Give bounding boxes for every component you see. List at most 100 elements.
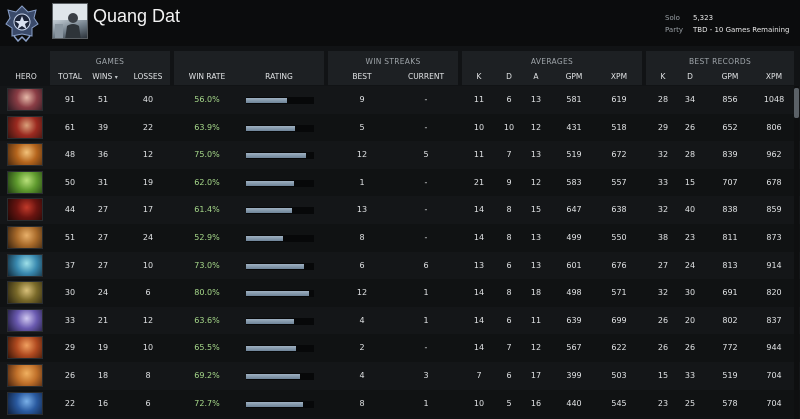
col-avg-a[interactable]: A bbox=[533, 72, 539, 81]
cell-losses: 6 bbox=[145, 398, 151, 408]
hero-portrait-icon[interactable] bbox=[7, 115, 43, 139]
hero-stats-table: 91 51 40 56.0% 9-11 6 13 581 619 28 34 856 1048 61 39 2… bbox=[0, 86, 800, 418]
cell-best: 8 bbox=[359, 398, 365, 408]
cell-win-rate: 65.5% bbox=[194, 343, 220, 353]
cell-xpm: 619 bbox=[611, 95, 627, 104]
cell-bgpm: 772 bbox=[722, 343, 738, 353]
cell-losses: 17 bbox=[142, 205, 154, 215]
cell-bk: 26 bbox=[657, 315, 669, 325]
cell-gpm: 499 bbox=[566, 232, 582, 242]
cell-bxpm: 859 bbox=[766, 205, 782, 215]
table-row[interactable]: 48 36 12 75.0% 12 5 11 7 13 519 672 32 28 839 962 bbox=[0, 141, 800, 169]
col-avg-gpm[interactable]: GPM bbox=[565, 72, 583, 81]
table-row[interactable]: 33 21 12 63.6% 4 1 14 6 11 639 699 26 20 802 837 bbox=[0, 306, 800, 335]
table-row[interactable]: 50 31 19 62.0% 1 - 21 9 12 583 557 33 15 707 678 bbox=[0, 168, 800, 197]
col-hero[interactable]: HERO bbox=[15, 72, 37, 81]
cell-total: 37 bbox=[64, 260, 76, 270]
cell-total: 50 bbox=[64, 177, 76, 187]
cell-bgpm: 652 bbox=[722, 122, 738, 132]
cell-gpm: 639 bbox=[566, 315, 582, 325]
col-streak-current[interactable]: CURRENT bbox=[407, 72, 445, 81]
hero-portrait-icon[interactable] bbox=[7, 143, 43, 167]
table-row[interactable]: 91 51 40 56.0% 9 - 11 6 13 581 619 28 34 856 1048 bbox=[0, 86, 800, 114]
solo-rating: 5,323 bbox=[693, 14, 714, 22]
cell-win-rate: 56.0% bbox=[194, 95, 220, 104]
cell-total: 51 bbox=[64, 232, 76, 242]
table-row[interactable]: 22 16 6 72.7% 8 1 10 5 16 440 545 23 25 578 704 bbox=[0, 389, 800, 418]
table-row[interactable]: 29 19 10 65.5% 2 - 14 7 12 567 622 26 26 772 944 bbox=[0, 334, 800, 362]
table-row[interactable]: 37 27 10 73.0% 6 6 13 6 13 601 676 27 24 813 914 bbox=[0, 251, 800, 280]
cell-d: 8 bbox=[506, 288, 512, 298]
col-avg-d[interactable]: D bbox=[506, 72, 512, 81]
hero-portrait-icon[interactable] bbox=[7, 253, 43, 277]
cell-k: 10 bbox=[473, 122, 485, 132]
table-row[interactable]: 30 24 6 80.0% 12 1 14 8 18 498 571 32 30 691 820 bbox=[0, 279, 800, 307]
cell-win-rate: 80.0% bbox=[194, 288, 220, 298]
hero-portrait-icon[interactable] bbox=[7, 198, 43, 222]
cell-k: 7 bbox=[476, 370, 482, 380]
col-win-rate[interactable]: WIN RATE bbox=[188, 72, 226, 81]
cell-win-rate: 61.4% bbox=[194, 205, 220, 215]
cell-gpm: 567 bbox=[566, 343, 582, 353]
rating-bar bbox=[246, 179, 314, 187]
col-avg-xpm[interactable]: XPM bbox=[610, 72, 628, 81]
col-avg-k[interactable]: K bbox=[476, 72, 482, 81]
player-avatar[interactable] bbox=[52, 3, 88, 39]
cell-win-rate: 63.6% bbox=[194, 315, 220, 325]
table-row[interactable]: 61 39 22 63.9% 5 - 10 10 12 431 518 29 26 652 806 bbox=[0, 113, 800, 142]
scrollbar-thumb[interactable] bbox=[794, 88, 799, 118]
cell-current: - bbox=[424, 343, 428, 353]
col-best-xpm[interactable]: XPM bbox=[765, 72, 783, 81]
hero-portrait-icon[interactable] bbox=[7, 281, 43, 305]
hero-portrait-icon[interactable] bbox=[7, 88, 43, 111]
cell-bk: 27 bbox=[657, 260, 669, 270]
table-row[interactable]: 51 27 24 52.9% 8 - 14 8 13 499 550 38 23 811 873 bbox=[0, 223, 800, 252]
cell-best: 12 bbox=[356, 150, 368, 160]
profile-header: Quang Dat Solo Party 5,323 TBD - 10 Game… bbox=[0, 0, 800, 46]
col-best-d[interactable]: D bbox=[687, 72, 693, 81]
hero-portrait-icon[interactable] bbox=[7, 225, 43, 249]
cell-k: 14 bbox=[473, 232, 485, 242]
rank-medal-icon bbox=[5, 5, 39, 42]
hero-portrait-icon[interactable] bbox=[7, 308, 43, 332]
rating-bar-fill bbox=[246, 318, 294, 324]
cell-bd: 15 bbox=[684, 177, 696, 187]
cell-k: 14 bbox=[473, 288, 485, 298]
col-wins-label: WINS bbox=[92, 72, 113, 81]
cell-a: 12 bbox=[530, 122, 542, 132]
cell-d: 7 bbox=[506, 343, 512, 353]
cell-win-rate: 75.0% bbox=[194, 150, 220, 160]
cell-bk: 32 bbox=[657, 205, 669, 215]
cell-current: 1 bbox=[423, 398, 429, 408]
col-best-gpm[interactable]: GPM bbox=[721, 72, 739, 81]
col-rating[interactable]: RATING bbox=[265, 72, 293, 81]
rating-bar-fill bbox=[246, 98, 287, 103]
col-total[interactable]: TOTAL bbox=[58, 72, 82, 81]
cell-wins: 27 bbox=[97, 205, 109, 215]
col-wins[interactable]: WINS ▾ bbox=[90, 72, 120, 81]
cell-xpm: 571 bbox=[611, 288, 627, 298]
col-streak-best[interactable]: BEST bbox=[352, 72, 372, 81]
cell-xpm: 518 bbox=[611, 122, 627, 132]
hero-portrait-icon[interactable] bbox=[7, 336, 43, 360]
rank-labels: Solo Party bbox=[665, 12, 683, 36]
cell-a: 12 bbox=[530, 177, 542, 187]
col-best-k[interactable]: K bbox=[660, 72, 666, 81]
cell-d: 7 bbox=[506, 150, 512, 160]
cell-k: 14 bbox=[473, 315, 485, 325]
table-scrollbar[interactable] bbox=[794, 86, 799, 419]
cell-best: 4 bbox=[359, 370, 365, 380]
cell-bd: 25 bbox=[684, 398, 696, 408]
party-rating: TBD - 10 Games Remaining bbox=[693, 26, 790, 34]
table-row[interactable]: 26 18 8 69.2% 4 3 7 6 17 399 503 15 33 519 704 bbox=[0, 361, 800, 390]
hero-portrait-icon[interactable] bbox=[7, 363, 43, 387]
hero-portrait-icon[interactable] bbox=[7, 391, 43, 415]
cell-current: 6 bbox=[423, 260, 429, 270]
table-row[interactable]: 44 27 17 61.4% 13 - 14 8 15 647 638 32 40 838 859 bbox=[0, 196, 800, 224]
cell-bgpm: 856 bbox=[722, 95, 738, 104]
cell-current: 5 bbox=[423, 150, 429, 160]
cell-win-rate: 72.7% bbox=[194, 398, 220, 408]
cell-bgpm: 578 bbox=[722, 398, 738, 408]
hero-portrait-icon[interactable] bbox=[7, 170, 43, 194]
col-losses[interactable]: LOSSES bbox=[133, 72, 163, 81]
